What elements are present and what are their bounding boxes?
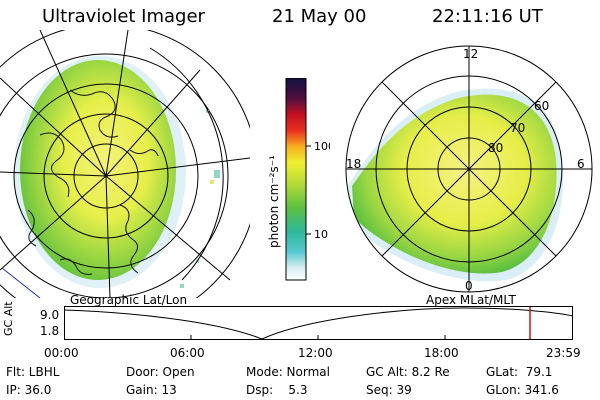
glon-info: GLon: 341.6 <box>486 383 559 397</box>
orbit-xtick-0600: 06:00 <box>170 346 205 360</box>
lat-label-60: 60 <box>534 99 549 113</box>
colorbar-unit-label: photon cm⁻²s⁻¹ <box>267 155 281 248</box>
meridian-lines <box>0 30 250 298</box>
date-label: 21 May 00 <box>272 6 367 27</box>
gain-info: Gain: 13 <box>126 383 177 397</box>
orbit-xtick-0000: 00:00 <box>44 346 79 360</box>
mlt-label-0: 0 <box>465 279 473 293</box>
orbit-xtick-1200: 12:00 <box>298 346 333 360</box>
orbit-frame <box>64 306 573 340</box>
colorbar-tick-100: 100 <box>314 140 330 153</box>
door-info: Door: Open <box>126 365 195 379</box>
lat-label-80: 80 <box>488 141 503 155</box>
orbit-xtick-2359: 23:59 <box>546 346 581 360</box>
orbit-ytick-top: 9.0 <box>40 308 60 322</box>
flt-info: Flt: LBHL <box>6 365 60 379</box>
altitude-curve <box>64 307 574 340</box>
mlt-label-12: 12 <box>463 47 478 61</box>
noise-pixels <box>180 110 220 288</box>
geographic-map <box>0 30 250 298</box>
apex-caption: Apex MLat/MLT <box>426 293 516 307</box>
seq-info: Seq: 39 <box>366 383 412 397</box>
time-label: 22:11:16 UT <box>432 6 543 27</box>
mlt-label-18: 18 <box>346 157 361 171</box>
coastlines <box>27 89 159 275</box>
ip-info: IP: 36.0 <box>6 383 52 397</box>
orbit-xtick-1800: 18:00 <box>424 346 459 360</box>
geographic-caption: Geographic Lat/Lon <box>70 293 188 307</box>
lat-label-70: 70 <box>510 121 525 135</box>
orbit-ylabel: GC Alt <box>2 301 15 336</box>
gc-alt-info: GC Alt: 8.2 Re <box>366 365 450 379</box>
colorbar-gradient <box>285 78 307 281</box>
glat-info: GLat: 79.1 <box>486 365 553 379</box>
terminator-arc <box>149 47 224 281</box>
colorbar: 100 10 photon cm⁻²s⁻¹ <box>267 78 330 281</box>
blue-track-line <box>1 267 41 298</box>
polar-grid <box>345 45 593 293</box>
colorbar-tick-10: 10 <box>314 228 328 241</box>
orbit-xtick-marks <box>190 335 446 339</box>
mlt-label-6: 6 <box>577 157 585 171</box>
auroral-oval-image <box>20 60 176 280</box>
latitude-circles <box>0 30 250 298</box>
mode-info: Mode: Normal <box>246 365 330 379</box>
instrument-title: Ultraviolet Imager <box>42 6 205 27</box>
apex-polar-plot: 12 18 6 0 60 70 80 <box>345 45 593 293</box>
orbit-ytick-bottom: 1.8 <box>40 324 60 338</box>
dsp-info: Dsp: 5.3 <box>246 383 308 397</box>
orbit-altitude-plot <box>64 306 574 340</box>
